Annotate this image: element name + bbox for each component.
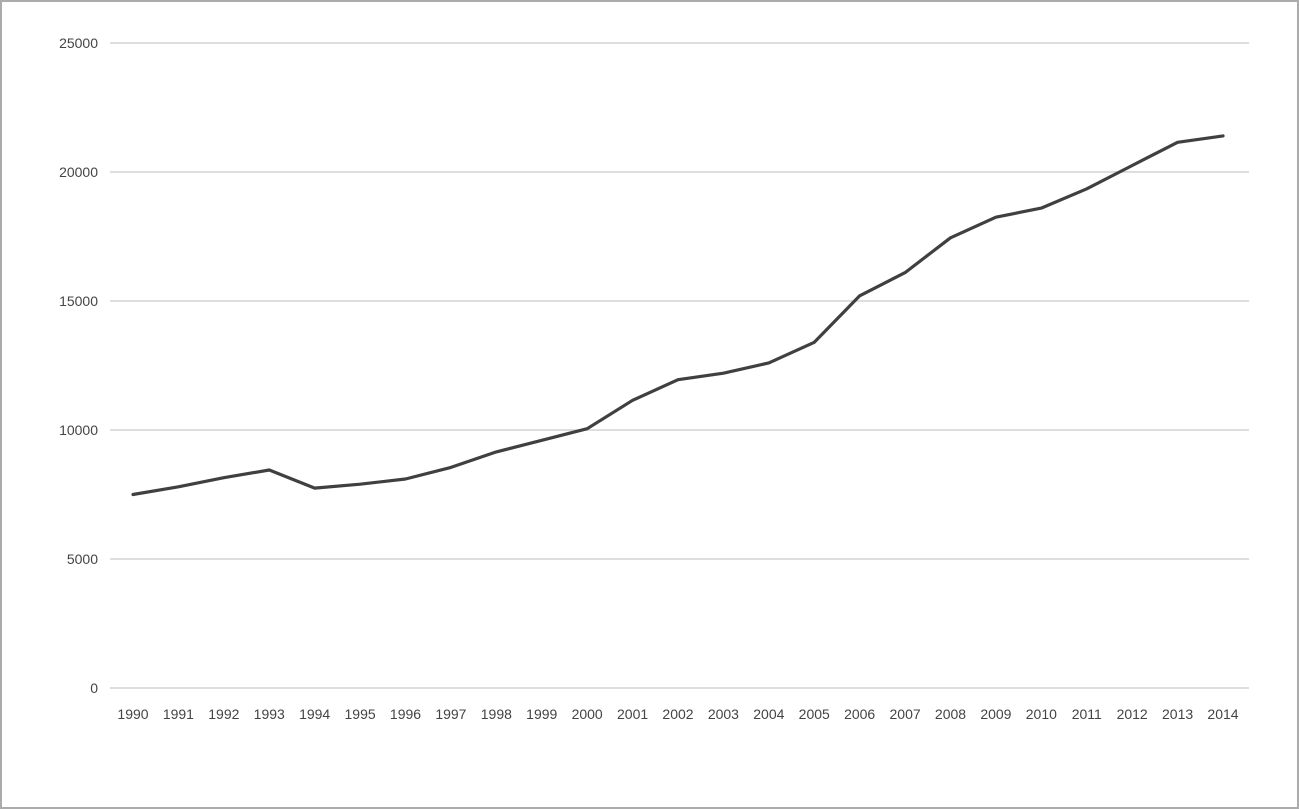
x-tick-label: 2002 xyxy=(662,706,693,722)
y-tick-label: 5000 xyxy=(67,551,98,567)
x-tick-label: 1994 xyxy=(299,706,330,722)
x-tick-label: 1997 xyxy=(435,706,466,722)
x-tick-label: 1995 xyxy=(345,706,376,722)
x-tick-label: 2003 xyxy=(708,706,739,722)
x-tick-label: 2009 xyxy=(980,706,1011,722)
x-tick-label: 2000 xyxy=(572,706,603,722)
data-line xyxy=(131,134,1225,497)
y-tick-label: 15000 xyxy=(59,293,98,309)
x-tick-label: 2012 xyxy=(1117,706,1148,722)
x-tick-label: 1990 xyxy=(117,706,148,722)
y-tick-label: 20000 xyxy=(59,164,98,180)
x-tick-label: 2004 xyxy=(753,706,784,722)
x-tick-label: 1999 xyxy=(526,706,557,722)
x-tick-label: 2014 xyxy=(1207,706,1238,722)
x-tick-label: 1993 xyxy=(254,706,285,722)
x-tick-label: 2006 xyxy=(844,706,875,722)
x-tick-label: 2008 xyxy=(935,706,966,722)
y-tick-label: 10000 xyxy=(59,422,98,438)
x-tick-label: 2007 xyxy=(890,706,921,722)
x-tick-label: 2010 xyxy=(1026,706,1057,722)
x-tick-label: 2013 xyxy=(1162,706,1193,722)
x-tick-label: 1996 xyxy=(390,706,421,722)
x-tick-label: 2011 xyxy=(1072,706,1102,722)
x-tick-label: 1998 xyxy=(481,706,512,722)
y-tick-label: 0 xyxy=(90,680,98,696)
x-tick-label: 2005 xyxy=(799,706,830,722)
x-tick-label: 1992 xyxy=(208,706,239,722)
x-tick-label: 2001 xyxy=(617,706,648,722)
x-tick-label: 1991 xyxy=(163,706,194,722)
y-tick-label: 25000 xyxy=(59,35,98,51)
